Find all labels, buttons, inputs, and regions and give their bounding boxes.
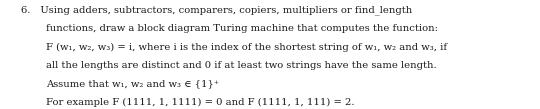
Text: For example F (1111, 1, 1111) = 0 and F (1111, 1, 111) = 2.: For example F (1111, 1, 1111) = 0 and F … [46,98,354,107]
Text: all the lengths are distinct and 0 if at least two strings have the same length.: all the lengths are distinct and 0 if at… [46,61,436,70]
Text: 6. Using adders, subtractors, comparers, copiers, multipliers or find_length: 6. Using adders, subtractors, comparers,… [21,5,412,15]
Text: functions, draw a block diagram Turing machine that computes the function:: functions, draw a block diagram Turing m… [46,24,438,33]
Text: F (w₁, w₂, w₃) = i, where i is the index of the shortest string of w₁, w₂ and w₃: F (w₁, w₂, w₃) = i, where i is the index… [46,43,447,52]
Text: Assume that w₁, w₂ and w₃ ∈ {1}⁺: Assume that w₁, w₂ and w₃ ∈ {1}⁺ [46,80,219,89]
